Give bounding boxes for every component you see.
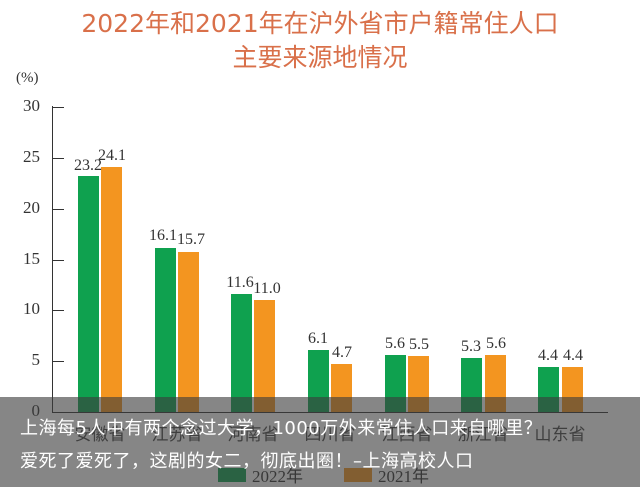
value-label: 4.7 (332, 344, 352, 361)
y-tick (52, 209, 64, 210)
y-axis (52, 106, 53, 413)
value-label: 15.7 (177, 231, 205, 248)
value-label: 5.6 (385, 335, 405, 352)
y-tick-label: 15 (23, 249, 40, 268)
value-label: 4.4 (563, 347, 583, 364)
value-label: 24.1 (98, 147, 126, 164)
caption-line-2: 爱死了爱死了，这剧的女二，彻底出圈！–上海高校人口 (20, 451, 474, 472)
y-tick-label: 25 (23, 147, 40, 166)
bar-2021-jiangsu (178, 252, 199, 412)
y-tick-label: 30 (23, 96, 40, 115)
value-label: 6.1 (308, 330, 328, 347)
bar-2022-sichuan (308, 350, 329, 412)
value-label: 4.4 (538, 347, 558, 364)
value-label: 11.0 (253, 280, 281, 297)
y-tick (52, 158, 64, 159)
bar-2022-anhui (78, 176, 99, 412)
bar-2021-henan (254, 300, 275, 412)
y-tick (52, 310, 64, 311)
bar-2021-anhui (101, 167, 122, 412)
bar-2022-jiangsu (155, 248, 176, 412)
bar-2022-henan (231, 294, 252, 412)
y-axis-unit: (%) (16, 70, 39, 86)
value-label: 16.1 (149, 227, 177, 244)
value-label: 23.2 (74, 157, 102, 174)
y-tick (52, 361, 64, 362)
caption-line-1: 上海每5人中有两个念过大学，1000万外来常住人口来自哪里？ (20, 418, 543, 439)
y-tick-label: 10 (23, 299, 40, 318)
value-label: 5.3 (461, 338, 481, 355)
value-label: 5.5 (409, 336, 429, 353)
chart-subtitle: 主要来源地情况 (232, 43, 408, 72)
caption-overlay (0, 397, 640, 487)
chart-title: 2022年和2021年在沪外省市户籍常住人口 (81, 9, 559, 38)
y-tick-label: 5 (31, 350, 41, 369)
y-tick-label: 20 (23, 198, 40, 217)
value-label: 11.6 (226, 274, 254, 291)
value-label: 5.6 (486, 335, 506, 352)
y-tick (52, 260, 64, 261)
y-tick (52, 107, 64, 108)
